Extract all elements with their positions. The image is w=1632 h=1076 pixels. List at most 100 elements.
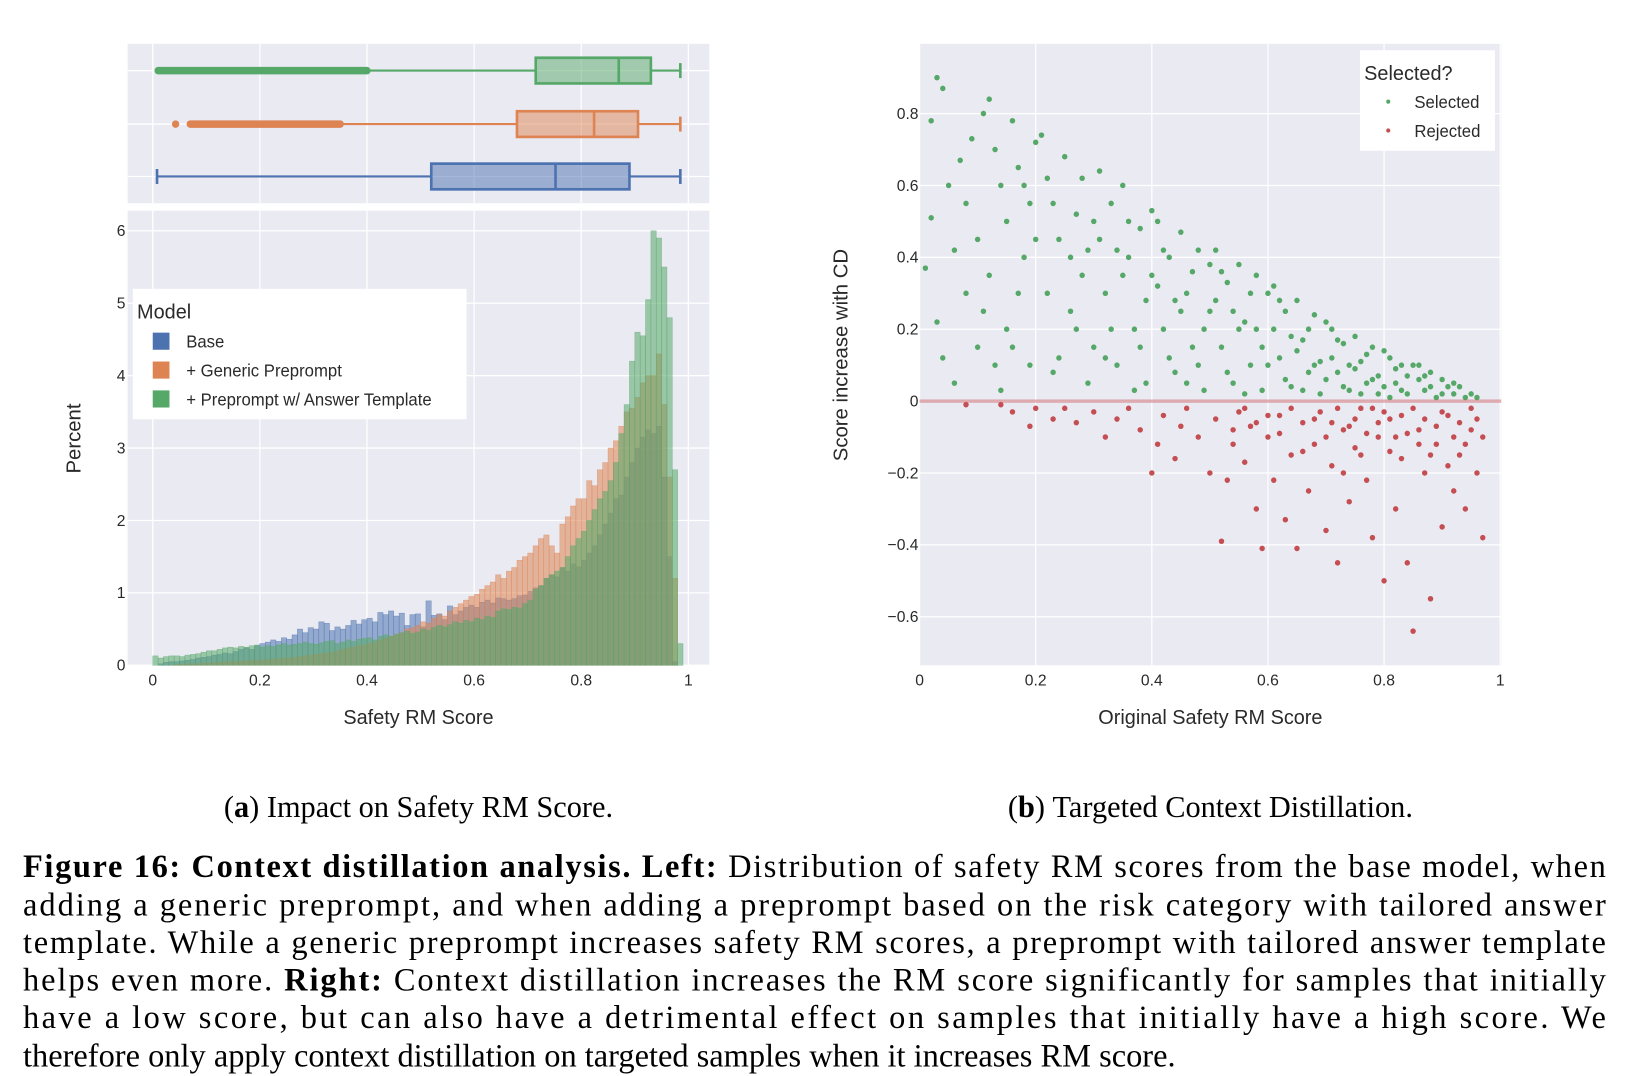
scatter-point [1183, 405, 1190, 412]
scatter-point [1392, 365, 1399, 372]
scatter-point [1265, 412, 1271, 419]
caption-text: Context distillation increases the RM sc… [384, 962, 1607, 998]
scatter-point [1317, 358, 1323, 365]
scatter-point [1451, 380, 1457, 386]
histogram-bar [222, 647, 228, 666]
histogram-bar [570, 545, 577, 666]
scatter-point [1241, 405, 1248, 412]
scatter-point [1265, 434, 1271, 440]
y-tick-label: 0 [117, 657, 126, 674]
histogram-bar [650, 230, 657, 666]
right-x-axis-label: Original Safety RM Score [1098, 707, 1322, 729]
scatter-point [1271, 283, 1277, 289]
scatter-point [1416, 441, 1422, 447]
scatter-point [1445, 412, 1451, 419]
scatter-point [1468, 391, 1474, 397]
scatter-point [1398, 387, 1405, 394]
x-tick-label: 0.2 [1025, 672, 1047, 689]
scatter-point [1218, 268, 1225, 275]
scatter-point [1108, 200, 1114, 207]
histogram-bar [152, 655, 159, 666]
scatter-point [1375, 373, 1381, 379]
scatter-point [1398, 412, 1405, 419]
scatter-point [1311, 441, 1318, 447]
scatter-point [1091, 218, 1097, 225]
histogram-bar [179, 656, 186, 666]
scatter-point [1329, 355, 1335, 361]
scatter-points [919, 74, 1502, 634]
scatter-point [1392, 380, 1399, 386]
histogram-bar [211, 650, 218, 666]
scatter-point [1456, 452, 1463, 458]
scatter-point [1230, 308, 1236, 315]
scatter-point [1009, 409, 1016, 415]
histogram-bar [580, 531, 587, 666]
scatter-point [1195, 362, 1201, 368]
scatter-point [1241, 319, 1248, 325]
scatter-point [1259, 545, 1265, 552]
histogram-bar [254, 644, 261, 666]
histogram-bars [152, 230, 684, 666]
histogram-bar [516, 607, 523, 666]
caption-text: Distribution of safety RM scores from th… [718, 849, 1606, 885]
legend-swatch-generic [152, 361, 170, 379]
scatter-point [1224, 279, 1231, 286]
scatter-point [1201, 387, 1207, 394]
scatter-point [1154, 283, 1161, 289]
scatter-point [1241, 459, 1248, 465]
scatter-point [1120, 272, 1126, 279]
scatter-point [1044, 175, 1051, 182]
legend-label-generic: + Generic Preprompt [186, 361, 342, 380]
scatter-point [1323, 376, 1329, 383]
scatter-point [1085, 247, 1091, 253]
legend-box [132, 288, 467, 420]
histogram-bar [307, 643, 314, 666]
scatter-point [1439, 409, 1445, 415]
scatter-point [1096, 168, 1103, 174]
right-tick-labels: 0 0.2 0.4 0.6 0.8 1 −0.6 −0.4 −0.2 0 0.2 0.4 0.6 0.8 [888, 106, 1505, 690]
caption-line: template. While a generic preprompt incr… [23, 925, 1606, 961]
scatter-point [940, 85, 946, 92]
scatter-point [1398, 455, 1405, 462]
boxplots [154, 56, 682, 191]
scatter-point [1363, 430, 1370, 437]
scatter-point [1375, 419, 1381, 426]
scatter-point [1189, 344, 1196, 350]
scatter-point [1433, 394, 1440, 401]
scatter-point [1073, 211, 1080, 217]
scatter-point [1462, 394, 1469, 401]
caption-text: therefore only apply context distillatio… [23, 1038, 1176, 1074]
histogram-bar [591, 509, 598, 666]
scatter-point [974, 236, 981, 243]
right-legend: Selected? Selected Rejected [1360, 50, 1495, 151]
caption-text: have a low score, but can also have a de… [23, 1000, 1606, 1036]
scatter-point [1282, 308, 1289, 315]
left-legend: Model Base + Generic Preprompt + Preprom… [132, 288, 467, 420]
histogram-bar [495, 610, 502, 666]
scatter-point [1062, 153, 1068, 160]
scatter-point [1282, 376, 1289, 383]
scatter-point [986, 272, 992, 279]
scatter-point [974, 344, 981, 350]
scatter-point [1230, 441, 1236, 447]
left-x-axis-label: Safety RM Score [343, 707, 493, 729]
scatter-point [934, 319, 940, 325]
scatter-point [1149, 272, 1155, 279]
legend-marker-rejected [1386, 128, 1391, 133]
histogram-bar [195, 653, 202, 666]
boxplot [154, 56, 682, 85]
scatter-point [1392, 506, 1399, 512]
scatter-point [1451, 488, 1457, 494]
scatter-point [1050, 369, 1056, 376]
scatter-point [1381, 383, 1387, 390]
scatter-point [1416, 376, 1422, 383]
histogram-bar [463, 620, 470, 666]
scatter-point [1253, 506, 1260, 512]
scatter-point [1143, 380, 1149, 386]
scatter-point [1212, 247, 1219, 253]
histogram-bar [452, 621, 459, 666]
scatter-point [1032, 236, 1039, 243]
scatter-point [951, 247, 958, 253]
scatter-point [1120, 182, 1126, 189]
legend-title: Selected? [1364, 63, 1452, 85]
